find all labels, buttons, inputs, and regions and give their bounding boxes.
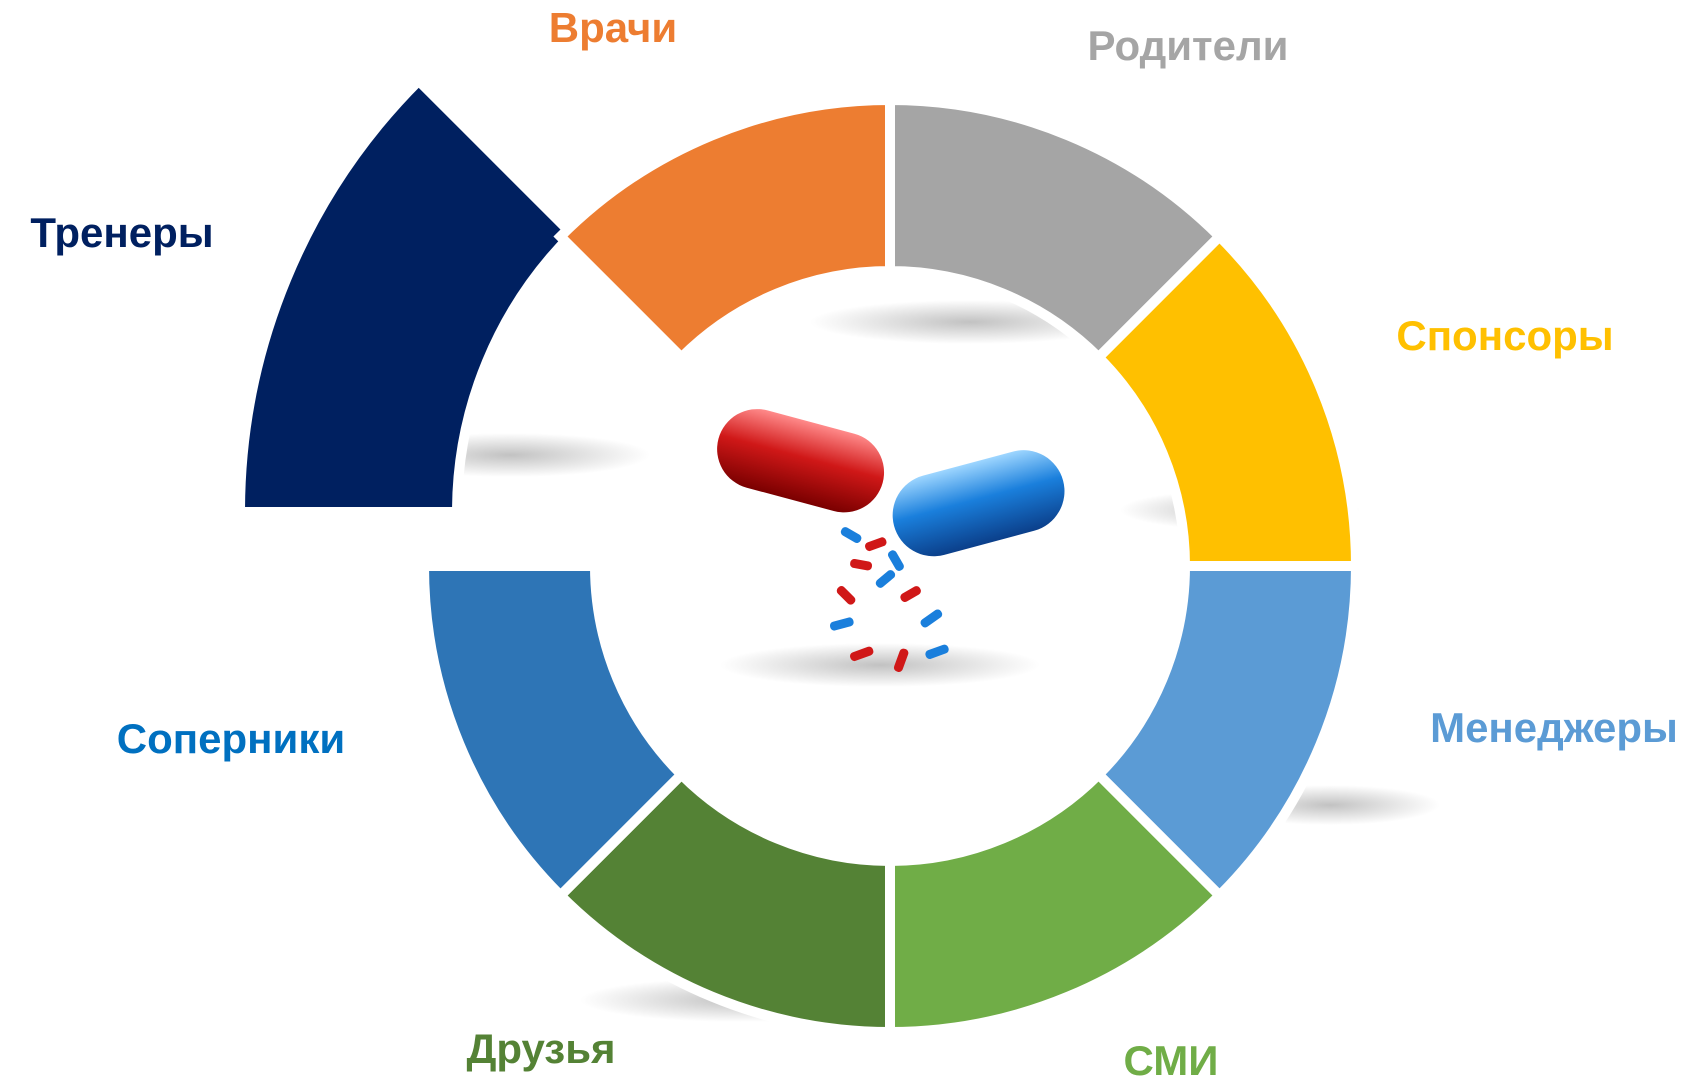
segment-label: Врачи — [549, 4, 678, 51]
cycle-diagram: Родители Спонсоры Менеджеры СМИ Друзья Соперн… — [0, 0, 1704, 1086]
pill-illustration — [708, 400, 1074, 687]
segment-label: Спонсоры — [1396, 312, 1613, 359]
granule — [839, 526, 863, 545]
segments — [240, 81, 1356, 1032]
shadow — [720, 643, 1040, 687]
granule — [887, 549, 906, 573]
segment-label: Соперники — [117, 715, 345, 762]
granule — [849, 558, 872, 571]
granule — [899, 585, 923, 604]
segment-label: Друзья — [466, 1025, 615, 1072]
diagram: Родители Спонсоры Менеджеры СМИ Друзья Соперн… — [0, 0, 1704, 1086]
granule — [829, 617, 855, 632]
blue-capsule — [883, 441, 1073, 565]
granule — [835, 584, 857, 606]
capsule-half — [883, 441, 1073, 565]
segment-label: Родители — [1088, 22, 1289, 69]
granule — [864, 536, 888, 552]
segment-label: СМИ — [1124, 1037, 1219, 1084]
granule — [874, 568, 897, 589]
segment-label: Менеджеры — [1430, 704, 1678, 751]
red-capsule — [708, 400, 893, 521]
capsule-half — [708, 400, 893, 521]
granule — [919, 608, 944, 629]
segment-label: Тренеры — [30, 209, 213, 256]
